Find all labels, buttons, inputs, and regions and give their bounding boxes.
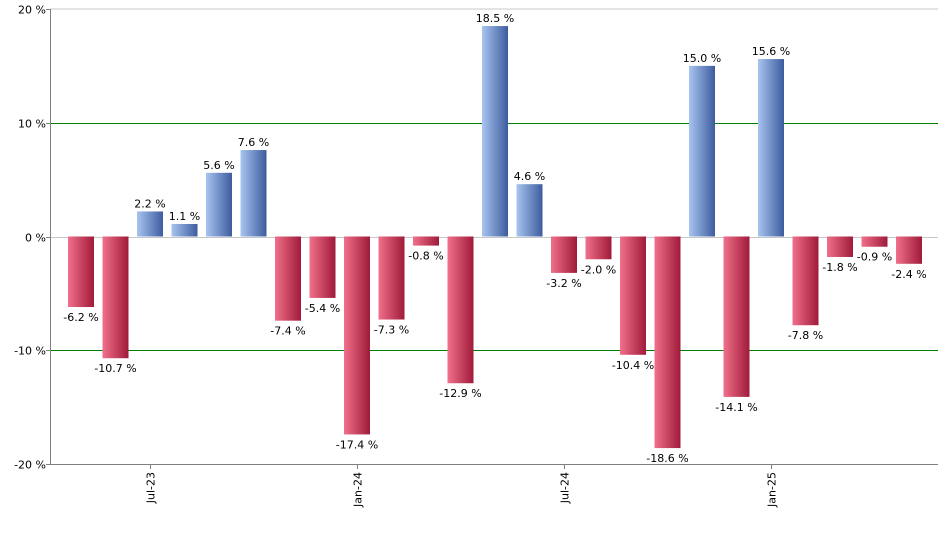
data-label: -2.0 %	[581, 263, 616, 276]
data-label: 1.1 %	[169, 210, 200, 223]
data-label: 15.0 %	[683, 52, 721, 65]
bar	[689, 65, 715, 237]
x-tick-label: Jul-23	[145, 472, 158, 504]
bar	[171, 223, 198, 237]
data-label: 2.2 %	[134, 197, 165, 210]
bars	[68, 26, 922, 449]
bar	[206, 172, 232, 237]
data-label: -6.2 %	[63, 311, 98, 324]
data-label: -0.9 %	[857, 251, 892, 264]
data-label: -7.8 %	[788, 329, 823, 342]
x-tick-label: Jul-24	[559, 472, 572, 504]
bar	[309, 236, 336, 298]
data-label: 5.6 %	[203, 159, 234, 172]
data-label: -14.1 %	[715, 401, 757, 414]
bar	[896, 236, 922, 264]
data-label: -18.6 %	[646, 452, 688, 465]
bar	[551, 236, 577, 273]
bar	[137, 211, 163, 237]
y-tick-label: -10 %	[14, 345, 46, 358]
bar	[68, 236, 94, 308]
bar	[413, 236, 439, 246]
bar	[827, 236, 853, 257]
bar	[378, 236, 405, 320]
data-label: -3.2 %	[546, 277, 581, 290]
data-label: -1.8 %	[822, 261, 857, 274]
data-label: -10.7 %	[94, 362, 136, 375]
y-tick-label: 0 %	[25, 232, 46, 245]
data-label: -10.4 %	[612, 359, 654, 372]
bar	[482, 26, 508, 237]
bar	[620, 236, 646, 355]
value-labels: -6.2 %-10.7 %2.2 %1.1 %5.6 %7.6 %-7.4 %-…	[63, 12, 926, 465]
bar	[792, 236, 819, 326]
data-label: 7.6 %	[238, 136, 269, 149]
data-label: -12.9 %	[439, 387, 481, 400]
bar	[240, 150, 267, 237]
bar	[102, 236, 129, 359]
x-tick-label: Jan-25	[766, 472, 779, 508]
x-tick-label: Jan-24	[352, 472, 365, 508]
data-label: -0.8 %	[408, 250, 443, 263]
data-label: -17.4 %	[336, 438, 378, 451]
data-label: -5.4 %	[305, 302, 340, 315]
data-label: -7.4 %	[270, 325, 305, 338]
bar	[447, 236, 474, 384]
data-label: -2.4 %	[891, 268, 926, 281]
data-label: -7.3 %	[374, 324, 409, 337]
axes: 20 % 10 % 0 % -10 % -20 % Jul-23 Jan-24 Jul-24 J…	[14, 4, 938, 508]
bar	[344, 236, 370, 435]
bar	[861, 236, 888, 247]
data-label: 18.5 %	[476, 12, 514, 25]
bar	[585, 236, 612, 260]
bar	[723, 236, 750, 397]
bar	[516, 184, 543, 237]
y-tick-label: 20 %	[18, 4, 46, 17]
bar	[758, 59, 784, 237]
bar	[275, 236, 301, 321]
data-label: 4.6 %	[514, 170, 545, 183]
y-tick-label: 10 %	[18, 118, 46, 131]
bar	[654, 236, 681, 449]
data-label: 15.6 %	[752, 45, 790, 58]
y-tick-label: -20 %	[14, 459, 46, 472]
